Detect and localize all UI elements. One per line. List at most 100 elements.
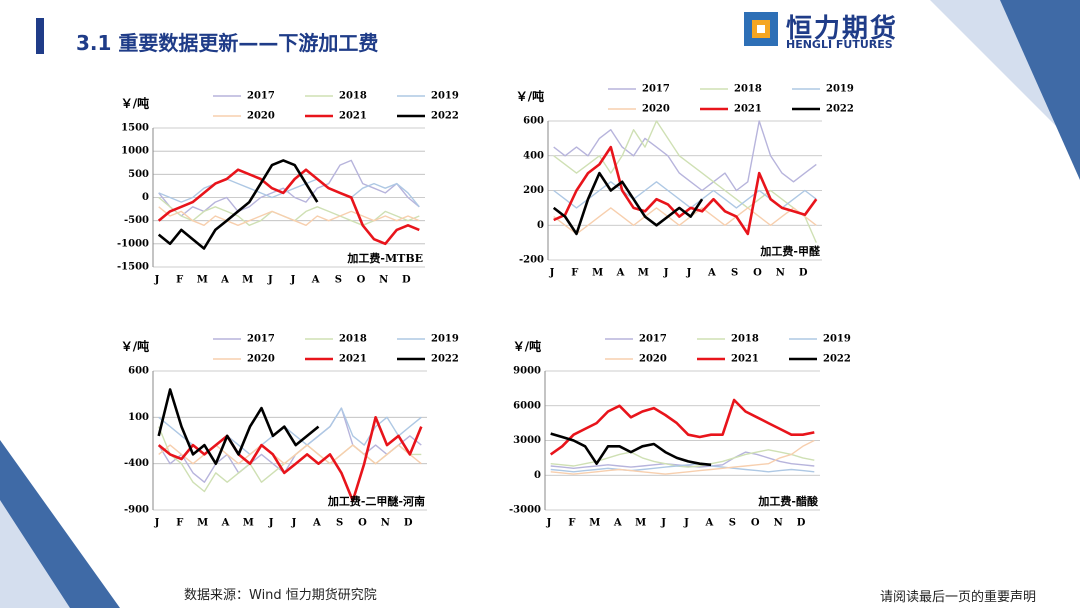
x-tick-label: J bbox=[686, 268, 692, 279]
y-tick-label: 500 bbox=[128, 169, 149, 180]
legend-label: 2022 bbox=[823, 354, 851, 365]
series-line bbox=[553, 120, 817, 192]
y-tick-label: 400 bbox=[523, 150, 544, 161]
x-tick-label: M bbox=[638, 268, 649, 279]
x-tick-label: F bbox=[568, 518, 575, 529]
x-tick-label: N bbox=[774, 518, 783, 529]
source: 数据来源：Wind 恒力期货研究院 bbox=[184, 588, 377, 603]
y-tick-label: 1000 bbox=[121, 146, 149, 157]
y-tick-label: -500 bbox=[124, 215, 149, 226]
x-tick-label: A bbox=[221, 518, 230, 529]
series-line bbox=[158, 196, 420, 226]
x-tick-label: M bbox=[197, 275, 208, 286]
logo-icon bbox=[757, 25, 765, 33]
legend-label: 2022 bbox=[826, 104, 854, 115]
y-tick-label: -200 bbox=[519, 255, 544, 266]
legend-label: 2019 bbox=[826, 84, 854, 95]
x-tick-label: J bbox=[660, 518, 666, 529]
x-tick-label: N bbox=[776, 268, 785, 279]
legend-label: 2022 bbox=[431, 111, 459, 122]
x-tick-label: J bbox=[268, 518, 274, 529]
y-axis-label: ￥/吨 bbox=[516, 89, 544, 104]
logo-text: 恒力期货 bbox=[786, 14, 899, 44]
x-tick-label: N bbox=[381, 518, 390, 529]
y-tick-label: 6000 bbox=[513, 400, 541, 411]
legend-label: 2020 bbox=[247, 354, 275, 365]
x-tick-label: A bbox=[705, 518, 714, 529]
x-tick-label: A bbox=[311, 275, 320, 286]
y-axis-label: ￥/吨 bbox=[121, 339, 149, 354]
series-line bbox=[158, 159, 420, 217]
x-tick-label: J bbox=[663, 268, 669, 279]
x-tick-label: O bbox=[753, 268, 762, 279]
chart-title: 加工费-MTBE bbox=[346, 251, 423, 265]
y-tick-label: -400 bbox=[124, 458, 149, 469]
legend-label: 2018 bbox=[339, 91, 367, 102]
legend-label: 2017 bbox=[247, 91, 275, 102]
x-tick-label: M bbox=[589, 518, 600, 529]
x-tick-label: O bbox=[358, 518, 367, 529]
x-tick-label: S bbox=[731, 268, 738, 279]
x-tick-label: A bbox=[312, 518, 321, 529]
series-line bbox=[549, 398, 815, 456]
legend-label: 2019 bbox=[431, 334, 459, 345]
series-line bbox=[552, 171, 704, 236]
legend-label: 2018 bbox=[734, 84, 762, 95]
x-tick-label: J bbox=[290, 275, 296, 286]
x-tick-label: A bbox=[707, 268, 716, 279]
series-line bbox=[158, 206, 420, 226]
series-line bbox=[553, 120, 817, 243]
x-tick-label: S bbox=[336, 518, 343, 529]
legend-label: 2017 bbox=[639, 334, 667, 345]
y-tick-label: 200 bbox=[523, 185, 544, 196]
x-tick-label: A bbox=[616, 268, 625, 279]
x-tick-label: D bbox=[404, 518, 413, 529]
x-tick-label: F bbox=[571, 268, 578, 279]
y-tick-label: 600 bbox=[128, 366, 149, 377]
legend-label: 2021 bbox=[731, 354, 759, 365]
chart-title: 加工费-二甲醚-河南 bbox=[327, 494, 425, 508]
y-tick-label: 0 bbox=[534, 470, 541, 481]
series-line bbox=[550, 463, 815, 473]
legend-label: 2019 bbox=[431, 91, 459, 102]
corner-decor bbox=[0, 500, 70, 608]
x-tick-label: M bbox=[242, 275, 253, 286]
x-tick-label: F bbox=[176, 518, 183, 529]
corner-decor bbox=[1000, 0, 1080, 180]
y-tick-label: 0 bbox=[142, 192, 149, 203]
series-line bbox=[553, 207, 817, 235]
legend-label: 2022 bbox=[431, 354, 459, 365]
y-axis-label: ￥/吨 bbox=[121, 96, 149, 111]
y-tick-label: 600 bbox=[523, 116, 544, 127]
x-tick-label: M bbox=[635, 518, 646, 529]
x-tick-label: S bbox=[335, 275, 342, 286]
series-line bbox=[158, 444, 422, 465]
x-tick-label: A bbox=[220, 275, 229, 286]
x-tick-label: D bbox=[797, 518, 806, 529]
series-line bbox=[157, 388, 320, 465]
chart-title: 加工费-醋酸 bbox=[757, 494, 819, 508]
y-tick-label: 9000 bbox=[513, 366, 541, 377]
x-tick-label: M bbox=[592, 268, 603, 279]
series-line bbox=[158, 178, 420, 208]
y-axis-label: ￥/吨 bbox=[513, 339, 541, 354]
series-line bbox=[157, 416, 423, 502]
y-tick-label: 100 bbox=[128, 412, 149, 423]
x-tick-label: M bbox=[243, 518, 254, 529]
chart-title: 加工费-甲醛 bbox=[759, 244, 821, 258]
legend-label: 2020 bbox=[247, 111, 275, 122]
legend-label: 2020 bbox=[642, 104, 670, 115]
x-tick-label: J bbox=[267, 275, 273, 286]
y-tick-label: 0 bbox=[537, 220, 544, 231]
legend-label: 2017 bbox=[247, 334, 275, 345]
x-tick-label: J bbox=[683, 518, 689, 529]
notice: 请阅读最后一页的重要声明 bbox=[880, 590, 1037, 605]
x-tick-label: N bbox=[379, 275, 388, 286]
x-tick-label: M bbox=[197, 518, 208, 529]
header-bar bbox=[36, 18, 44, 54]
x-tick-label: J bbox=[546, 518, 552, 529]
legend-label: 2018 bbox=[339, 334, 367, 345]
